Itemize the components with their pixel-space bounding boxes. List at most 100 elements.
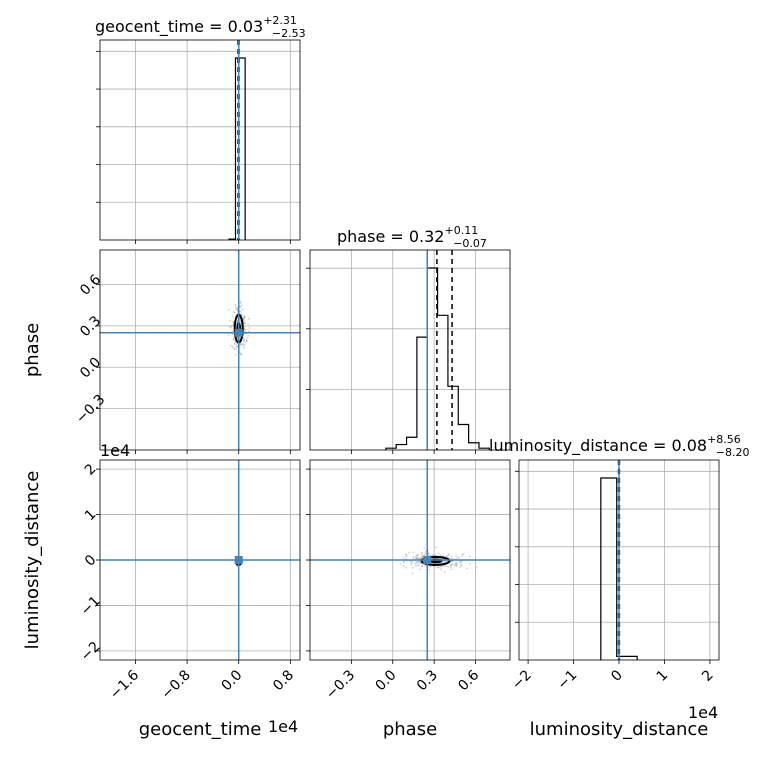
luminosity-distance-vs-geocent-time-ytick-label: 1 <box>82 506 100 524</box>
luminosity-distance-vs-phase-sample-point <box>416 564 418 566</box>
luminosity-distance-vs-phase-sample-point <box>459 566 461 568</box>
phase-vs-geocent-time-sample-point <box>242 340 245 342</box>
offset-y-luminosity-distance: 1e4 <box>100 441 130 460</box>
phase-vs-geocent-time-sample-point <box>242 345 244 348</box>
luminosity-distance-vs-phase-sample-point <box>412 566 414 569</box>
luminosity-distance-vs-phase-sample-point <box>419 556 421 559</box>
luminosity-distance-vs-phase-sample-point <box>411 572 414 575</box>
luminosity-distance-vs-phase-sample-point <box>405 555 408 558</box>
phase-vs-geocent-time-sample-point <box>243 315 246 318</box>
luminosity-distance-vs-phase-sample-point <box>442 565 445 568</box>
luminosity-distance-vs-phase-sample-point <box>415 561 418 564</box>
luminosity-distance-vs-geocent-time-xtick-label: −1.6 <box>107 667 142 702</box>
offset-x-geocent-time: 1e4 <box>268 717 298 736</box>
luminosity-distance-vs-phase-sample-point <box>462 553 465 555</box>
luminosity-distance-vs-phase-sample-point <box>424 552 427 554</box>
luminosity-distance-vs-phase-sample-point <box>450 568 453 571</box>
luminosity-distance-vs-phase-sample-point <box>421 553 423 555</box>
luminosity-distance-vs-phase-sample-point <box>418 557 421 560</box>
luminosity-distance-vs-phase-sample-point <box>450 563 453 566</box>
phase-vs-geocent-time-sample-point <box>241 308 244 311</box>
xlabel-geocent-time: geocent_time <box>139 719 262 740</box>
phase-vs-geocent-time-sample-point <box>245 338 248 341</box>
phase-vs-geocent-time-sample-point <box>231 315 234 318</box>
phase-vs-geocent-time-sample-point <box>232 346 235 349</box>
luminosity-distance-marginal-xtick-label: 2 <box>699 667 717 685</box>
luminosity-distance-vs-phase-sample-point <box>444 571 446 573</box>
geocent-time-marginal-bg <box>100 40 300 240</box>
phase-vs-geocent-time-sample-point <box>232 320 235 323</box>
luminosity-distance-vs-phase-sample-point <box>476 566 478 569</box>
luminosity-distance-vs-phase-sample-point <box>456 555 459 558</box>
phase-vs-geocent-time-sample-point <box>234 341 237 344</box>
phase-vs-geocent-time-sample-point <box>243 338 246 341</box>
phase-vs-geocent-time-sample-point <box>233 348 236 351</box>
luminosity-distance-vs-phase-sample-point <box>399 563 402 565</box>
luminosity-distance-vs-phase-xtick-label: 0.3 <box>414 667 441 694</box>
luminosity-distance-vs-phase-sample-point <box>447 565 450 568</box>
phase-vs-geocent-time-sample-point <box>245 340 248 342</box>
luminosity-distance-vs-phase-sample-point <box>455 564 458 567</box>
phase-vs-geocent-time-sample-point <box>242 337 245 339</box>
luminosity-distance-vs-phase-sample-point <box>410 560 413 563</box>
phase-vs-geocent-time-sample-point <box>232 338 235 340</box>
phase-marginal-bg <box>310 250 510 450</box>
phase-vs-geocent-time-sample-point <box>244 329 247 331</box>
phase-vs-geocent-time-sample-point <box>240 353 243 356</box>
luminosity-distance-vs-phase-sample-point <box>438 566 441 569</box>
luminosity-distance-vs-phase-sample-point <box>410 561 413 564</box>
luminosity-distance-vs-phase-sample-point <box>441 565 443 567</box>
luminosity-distance-vs-phase-sample-point <box>415 557 418 559</box>
luminosity-distance-vs-phase-sample-point <box>419 568 421 571</box>
phase-vs-geocent-time-sample-point <box>246 336 249 339</box>
luminosity-distance-vs-phase-sample-point <box>446 555 448 558</box>
luminosity-distance-vs-phase-sample-point <box>449 566 452 569</box>
luminosity-distance-vs-geocent-time-xtick-label: 0.0 <box>218 667 245 694</box>
luminosity-distance-vs-phase-sample-point <box>450 557 453 560</box>
luminosity-distance-vs-phase-sample-point <box>455 554 457 556</box>
luminosity-distance-vs-phase-sample-point <box>428 569 430 571</box>
offset-x-luminosity-distance: 1e4 <box>688 703 718 722</box>
luminosity-distance-vs-phase-sample-point <box>443 561 446 563</box>
luminosity-distance-vs-phase-sample-point <box>454 562 457 564</box>
luminosity-distance-vs-phase-sample-point <box>460 563 463 566</box>
luminosity-distance-vs-phase-sample-point <box>420 557 423 560</box>
luminosity-distance-vs-phase-sample-point <box>424 565 426 568</box>
luminosity-distance-vs-phase-sample-point <box>417 564 420 567</box>
luminosity-distance-vs-phase-sample-point <box>432 553 435 556</box>
luminosity-distance-marginal-xtick-label: −1 <box>554 667 580 693</box>
luminosity-distance-vs-phase-sample-point <box>415 554 418 557</box>
phase-vs-geocent-time-sample-point <box>231 333 234 336</box>
phase-vs-geocent-time-sample-point <box>235 346 238 348</box>
xlabel-luminosity-distance: luminosity_distance <box>530 719 709 740</box>
luminosity-distance-vs-phase-sample-point <box>415 557 418 560</box>
luminosity-distance-vs-phase-sample-point <box>412 556 415 558</box>
luminosity-distance-vs-phase-sample-point <box>423 547 426 550</box>
phase-vs-geocent-time-sample-point <box>234 303 237 306</box>
phase-vs-geocent-time-sample-point <box>239 352 242 355</box>
phase-vs-geocent-time-sample-point <box>240 353 243 356</box>
phase-vs-geocent-time-sample-point <box>244 328 247 331</box>
luminosity-distance-vs-phase-sample-point <box>405 566 408 569</box>
luminosity-distance-vs-phase-sample-point <box>414 564 417 567</box>
title-luminosity-distance: luminosity_distance = 0.08+8.56 −8.20 <box>489 433 750 459</box>
phase-vs-geocent-time-sample-point <box>243 316 246 319</box>
phase-vs-geocent-time-bg <box>100 250 300 450</box>
luminosity-distance-vs-phase-sample-point <box>402 561 405 563</box>
ylabel-luminosity-distance: luminosity_distance <box>22 471 43 650</box>
luminosity-distance-vs-phase-sample-point <box>457 557 460 560</box>
phase-vs-geocent-time-sample-point <box>233 342 236 345</box>
geocent-time-marginal-frame <box>99 39 301 241</box>
phase-vs-geocent-time-sample-point <box>230 324 233 327</box>
luminosity-distance-vs-phase-sample-point <box>459 561 462 563</box>
phase-vs-geocent-time-sample-point <box>228 319 231 322</box>
luminosity-distance-vs-phase-sample-point <box>416 557 419 559</box>
luminosity-distance-marginal-xtick-label: 1 <box>654 667 672 685</box>
phase-vs-geocent-time-sample-point <box>243 315 246 318</box>
luminosity-distance-vs-phase-panel: −0.3 0.0 0.3 0.6 <box>306 459 511 703</box>
luminosity-distance-vs-phase-sample-point <box>402 557 405 559</box>
luminosity-distance-vs-phase-sample-point <box>439 553 441 556</box>
phase-vs-geocent-time-sample-point <box>240 300 242 303</box>
phase-vs-geocent-time-sample-point <box>242 343 245 346</box>
